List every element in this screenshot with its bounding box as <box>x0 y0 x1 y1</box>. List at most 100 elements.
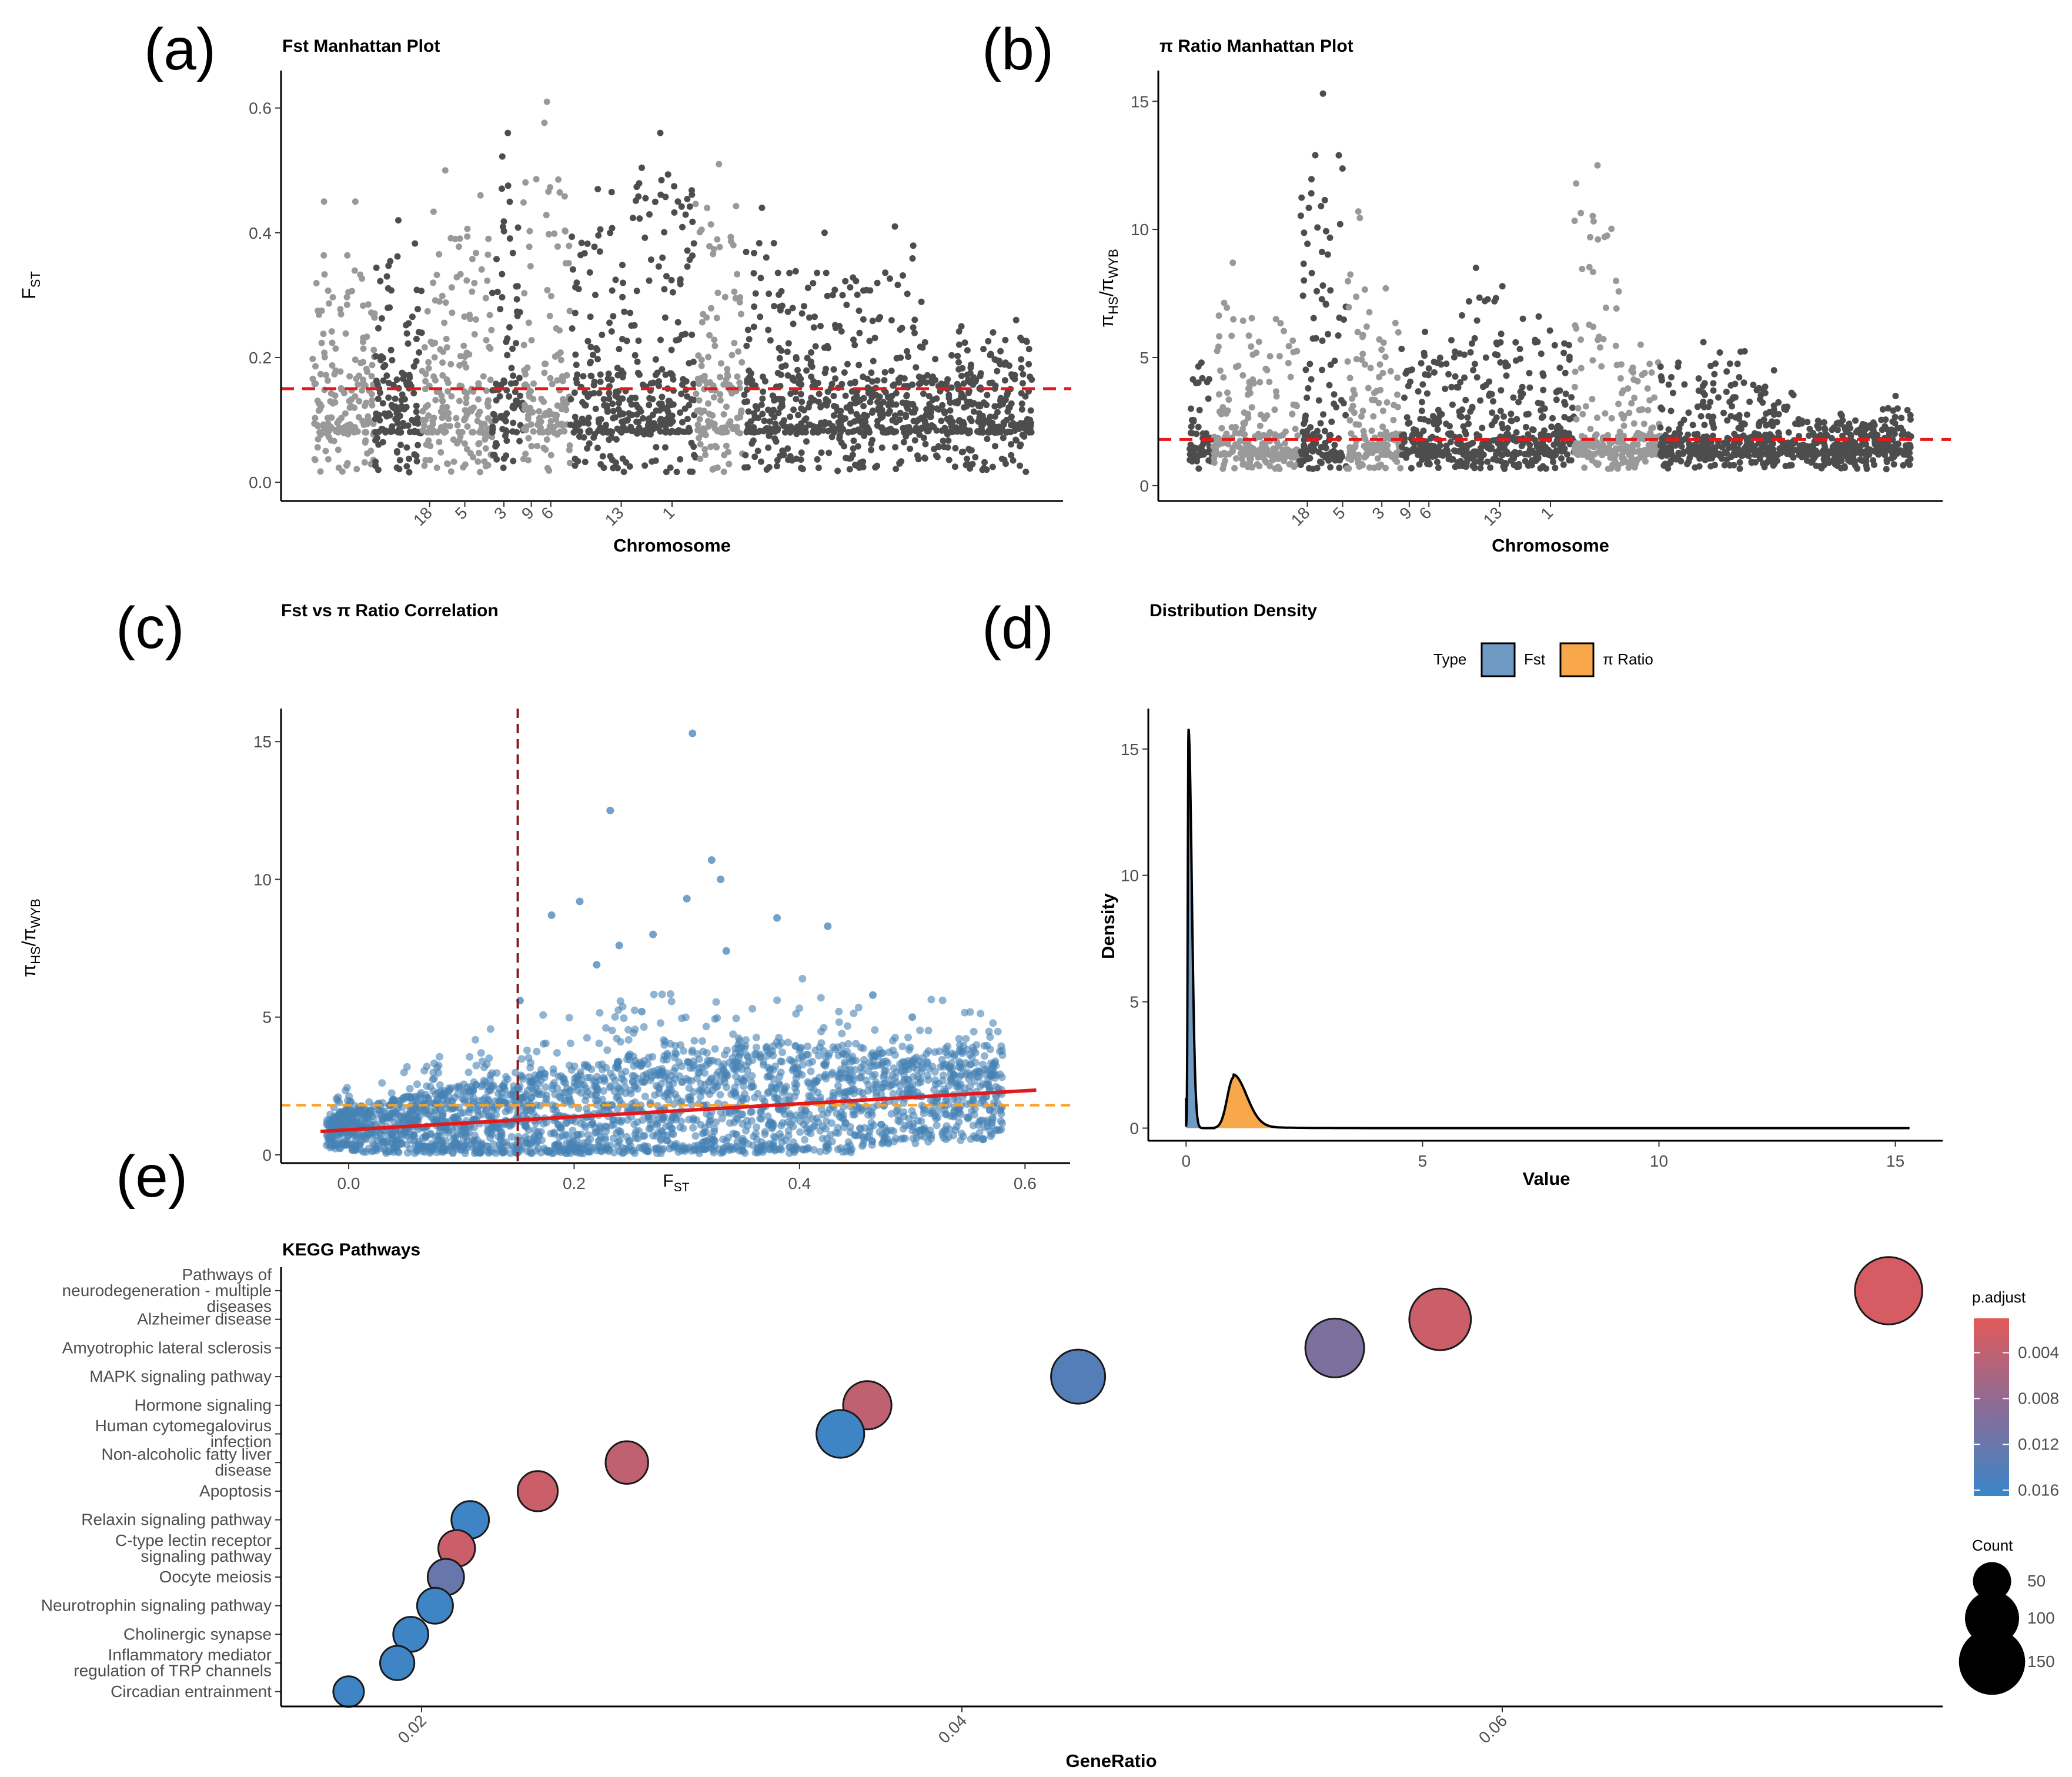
manhattan-point <box>1010 457 1017 464</box>
scatter-point <box>916 1026 924 1034</box>
manhattan-point <box>1025 346 1032 353</box>
manhattan-point <box>646 277 653 284</box>
manhattan-point <box>737 310 744 318</box>
manhattan-point <box>1486 378 1493 385</box>
manhattan-point <box>393 376 400 383</box>
manhattan-point <box>1371 446 1378 453</box>
manhattan-point <box>513 308 520 315</box>
x-axis-title: Chromosome <box>1492 535 1609 556</box>
manhattan-point <box>1870 457 1877 464</box>
manhattan-point <box>1761 463 1768 470</box>
manhattan-point <box>433 272 440 278</box>
manhattan-point <box>1667 447 1675 455</box>
manhattan-point <box>778 302 786 309</box>
manhattan-point <box>377 278 384 285</box>
manhattan-point <box>1488 422 1495 429</box>
manhattan-point <box>425 365 432 372</box>
manhattan-point <box>1701 380 1708 387</box>
manhattan-point <box>1228 332 1235 339</box>
manhattan-point <box>1270 453 1277 460</box>
manhattan-point <box>1285 343 1292 350</box>
manhattan-point <box>711 342 718 349</box>
manhattan-point <box>425 402 432 409</box>
manhattan-point <box>421 462 428 469</box>
manhattan-point <box>1492 351 1499 358</box>
manhattan-point <box>1017 462 1024 469</box>
manhattan-point <box>996 358 1003 365</box>
manhattan-point <box>403 444 410 451</box>
manhattan-point <box>1425 417 1432 425</box>
manhattan-point <box>1452 373 1459 380</box>
manhattan-point <box>1398 345 1405 352</box>
manhattan-point <box>469 256 476 263</box>
y-tick-label: 15 <box>1131 92 1149 111</box>
manhattan-point <box>1019 380 1026 387</box>
manhattan-point <box>1723 368 1730 375</box>
manhattan-point <box>911 437 918 444</box>
manhattan-point <box>456 398 463 405</box>
manhattan-point <box>324 377 331 384</box>
manhattan-point <box>694 421 701 428</box>
manhattan-point <box>651 198 659 205</box>
manhattan-point <box>525 435 532 442</box>
manhattan-point <box>463 399 470 406</box>
manhattan-point <box>370 313 377 320</box>
scatter-point <box>801 1135 808 1144</box>
panel-label-e: (e) <box>116 1144 188 1210</box>
manhattan-point <box>1608 465 1615 472</box>
manhattan-point <box>1535 446 1542 453</box>
manhattan-point <box>749 382 756 389</box>
manhattan-point <box>1018 400 1025 407</box>
manhattan-point <box>631 322 638 329</box>
manhattan-point <box>969 401 976 408</box>
manhattan-point <box>1318 203 1325 210</box>
manhattan-point <box>658 176 665 183</box>
manhattan-point <box>1529 447 1536 454</box>
manhattan-point <box>1486 390 1493 398</box>
manhattan-point <box>1206 376 1212 383</box>
manhattan-point <box>1218 410 1225 417</box>
manhattan-point <box>584 241 591 247</box>
manhattan-point <box>415 442 422 449</box>
manhattan-point <box>592 292 599 299</box>
manhattan-point <box>1701 422 1708 429</box>
manhattan-point <box>771 414 778 420</box>
manhattan-point <box>854 443 861 450</box>
manhattan-point <box>920 390 927 398</box>
manhattan-point <box>1619 452 1625 459</box>
manhattan-point <box>389 357 396 363</box>
manhattan-point <box>1011 372 1018 379</box>
chart-title: π Ratio Manhattan Plot <box>1159 36 1354 56</box>
manhattan-point <box>874 279 881 286</box>
manhattan-point <box>1422 449 1429 456</box>
manhattan-point <box>1435 406 1442 413</box>
manhattan-point <box>662 193 669 201</box>
manhattan-point <box>1432 447 1439 455</box>
manhattan-point <box>1324 251 1331 258</box>
manhattan-point <box>608 434 615 441</box>
manhattan-point <box>348 396 355 403</box>
manhattan-point <box>636 180 643 187</box>
manhattan-point <box>1025 360 1032 368</box>
manhattan-point <box>1769 418 1776 425</box>
manhattan-point <box>378 426 385 432</box>
manhattan-point <box>707 221 714 228</box>
manhattan-point <box>534 443 541 449</box>
manhattan-point <box>1436 355 1443 361</box>
manhattan-point <box>549 380 556 388</box>
manhattan-point <box>1188 423 1195 430</box>
manhattan-point <box>563 406 570 413</box>
manhattan-point <box>922 419 928 426</box>
manhattan-point <box>851 378 858 385</box>
manhattan-point <box>1589 269 1596 275</box>
manhattan-point <box>1785 429 1792 436</box>
manhattan-point <box>817 403 824 410</box>
manhattan-point <box>1620 422 1627 429</box>
manhattan-point <box>605 370 612 378</box>
manhattan-point <box>744 421 751 428</box>
manhattan-point <box>1516 449 1523 456</box>
manhattan-point <box>882 389 889 396</box>
manhattan-point <box>594 445 601 452</box>
manhattan-point <box>1219 465 1227 472</box>
manhattan-point <box>410 390 417 397</box>
